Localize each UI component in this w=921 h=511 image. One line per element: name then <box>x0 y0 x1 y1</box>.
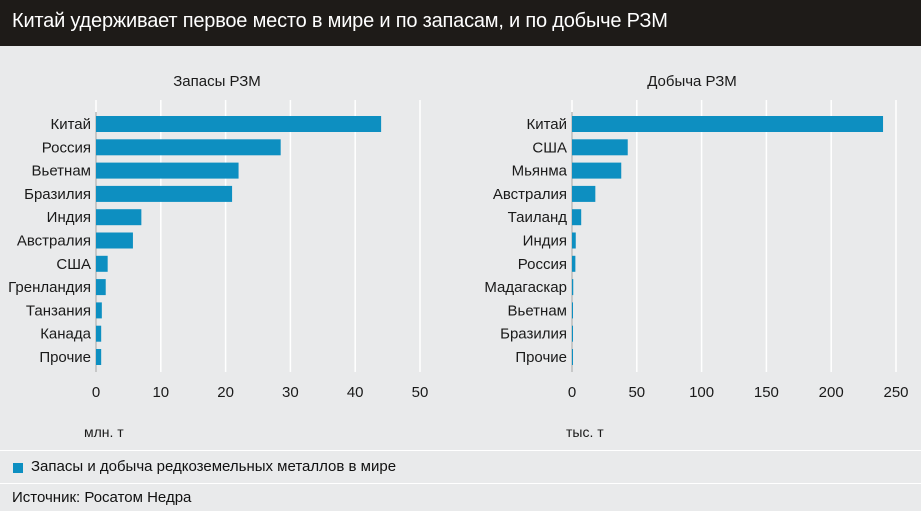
production-category-label: Бразилия <box>500 326 567 343</box>
reserves-category-label: Танзания <box>26 302 91 319</box>
legend-label: Запасы и добыча редкоземельных металлов … <box>31 458 397 475</box>
source-bar <box>0 484 921 511</box>
production-category-label: США <box>532 139 567 156</box>
production-tick-label: 150 <box>754 384 779 401</box>
production-bar <box>572 302 573 319</box>
production-category-label: Австралия <box>493 186 567 203</box>
header-title: Китай удерживает первое место в мире и п… <box>12 10 668 32</box>
source-text: Источник: Росатом Недра <box>12 489 192 506</box>
reserves-tick-label: 10 <box>152 384 169 401</box>
reserves-category-label: Россия <box>42 139 91 156</box>
reserves-category-label: Индия <box>47 209 91 226</box>
header-bar: Китай удерживает первое место в мире и п… <box>0 0 921 46</box>
reserves-category-label: Прочие <box>39 349 91 366</box>
reserves-bar <box>96 325 102 342</box>
production-bar <box>572 185 596 202</box>
production-category-label: Таиланд <box>508 209 568 226</box>
production-category-label: Индия <box>523 233 567 250</box>
reserves-bar <box>96 302 102 319</box>
production-bar <box>572 116 884 132</box>
production-chart-title: Добыча РЗМ <box>647 73 737 90</box>
production-tick-label: 250 <box>883 384 908 401</box>
plot-area <box>0 46 921 450</box>
production-unit-label: тыс. т <box>566 424 604 440</box>
reserves-bar <box>96 232 133 249</box>
reserves-category-label: Гренландия <box>8 279 91 296</box>
production-bar <box>572 325 573 342</box>
production-category-label: Китай <box>526 116 567 133</box>
production-bar <box>572 279 574 296</box>
production-tick-label: 50 <box>628 384 645 401</box>
reserves-tick-label: 20 <box>217 384 234 401</box>
production-bar <box>572 209 582 226</box>
reserves-category-label: Канада <box>40 326 91 343</box>
reserves-tick-label: 30 <box>282 384 299 401</box>
reserves-bar <box>96 209 142 226</box>
legend-bar <box>0 451 921 483</box>
reserves-bar <box>96 116 382 132</box>
production-category-label: Вьетнам <box>508 302 567 319</box>
reserves-bar <box>96 162 239 179</box>
production-tick-label: 0 <box>568 384 576 401</box>
reserves-bar <box>96 185 233 202</box>
reserves-tick-label: 0 <box>92 384 100 401</box>
reserves-bar <box>96 349 102 365</box>
legend-swatch <box>13 463 23 473</box>
production-category-label: Мьянма <box>512 163 568 180</box>
production-tick-label: 200 <box>819 384 844 401</box>
reserves-bar <box>96 255 108 272</box>
reserves-category-label: США <box>56 256 91 273</box>
production-bar <box>572 162 622 179</box>
reserves-category-label: Китай <box>50 116 91 133</box>
production-bar <box>572 349 573 365</box>
reserves-chart-title: Запасы РЗМ <box>173 73 261 90</box>
production-bar <box>572 232 576 249</box>
production-bar <box>572 255 576 272</box>
reserves-tick-label: 40 <box>347 384 364 401</box>
production-category-label: Мадагаскар <box>484 279 567 296</box>
production-bar <box>572 139 628 156</box>
reserves-category-label: Австралия <box>17 233 91 250</box>
reserves-category-label: Вьетнам <box>32 163 91 180</box>
reserves-bar <box>96 279 106 296</box>
reserves-tick-label: 50 <box>412 384 429 401</box>
reserves-unit-label: млн. т <box>84 424 124 440</box>
reserves-category-label: Бразилия <box>24 186 91 203</box>
reserves-bar <box>96 139 281 156</box>
production-tick-label: 100 <box>689 384 714 401</box>
production-category-label: Прочие <box>515 349 567 366</box>
production-category-label: Россия <box>518 256 567 273</box>
